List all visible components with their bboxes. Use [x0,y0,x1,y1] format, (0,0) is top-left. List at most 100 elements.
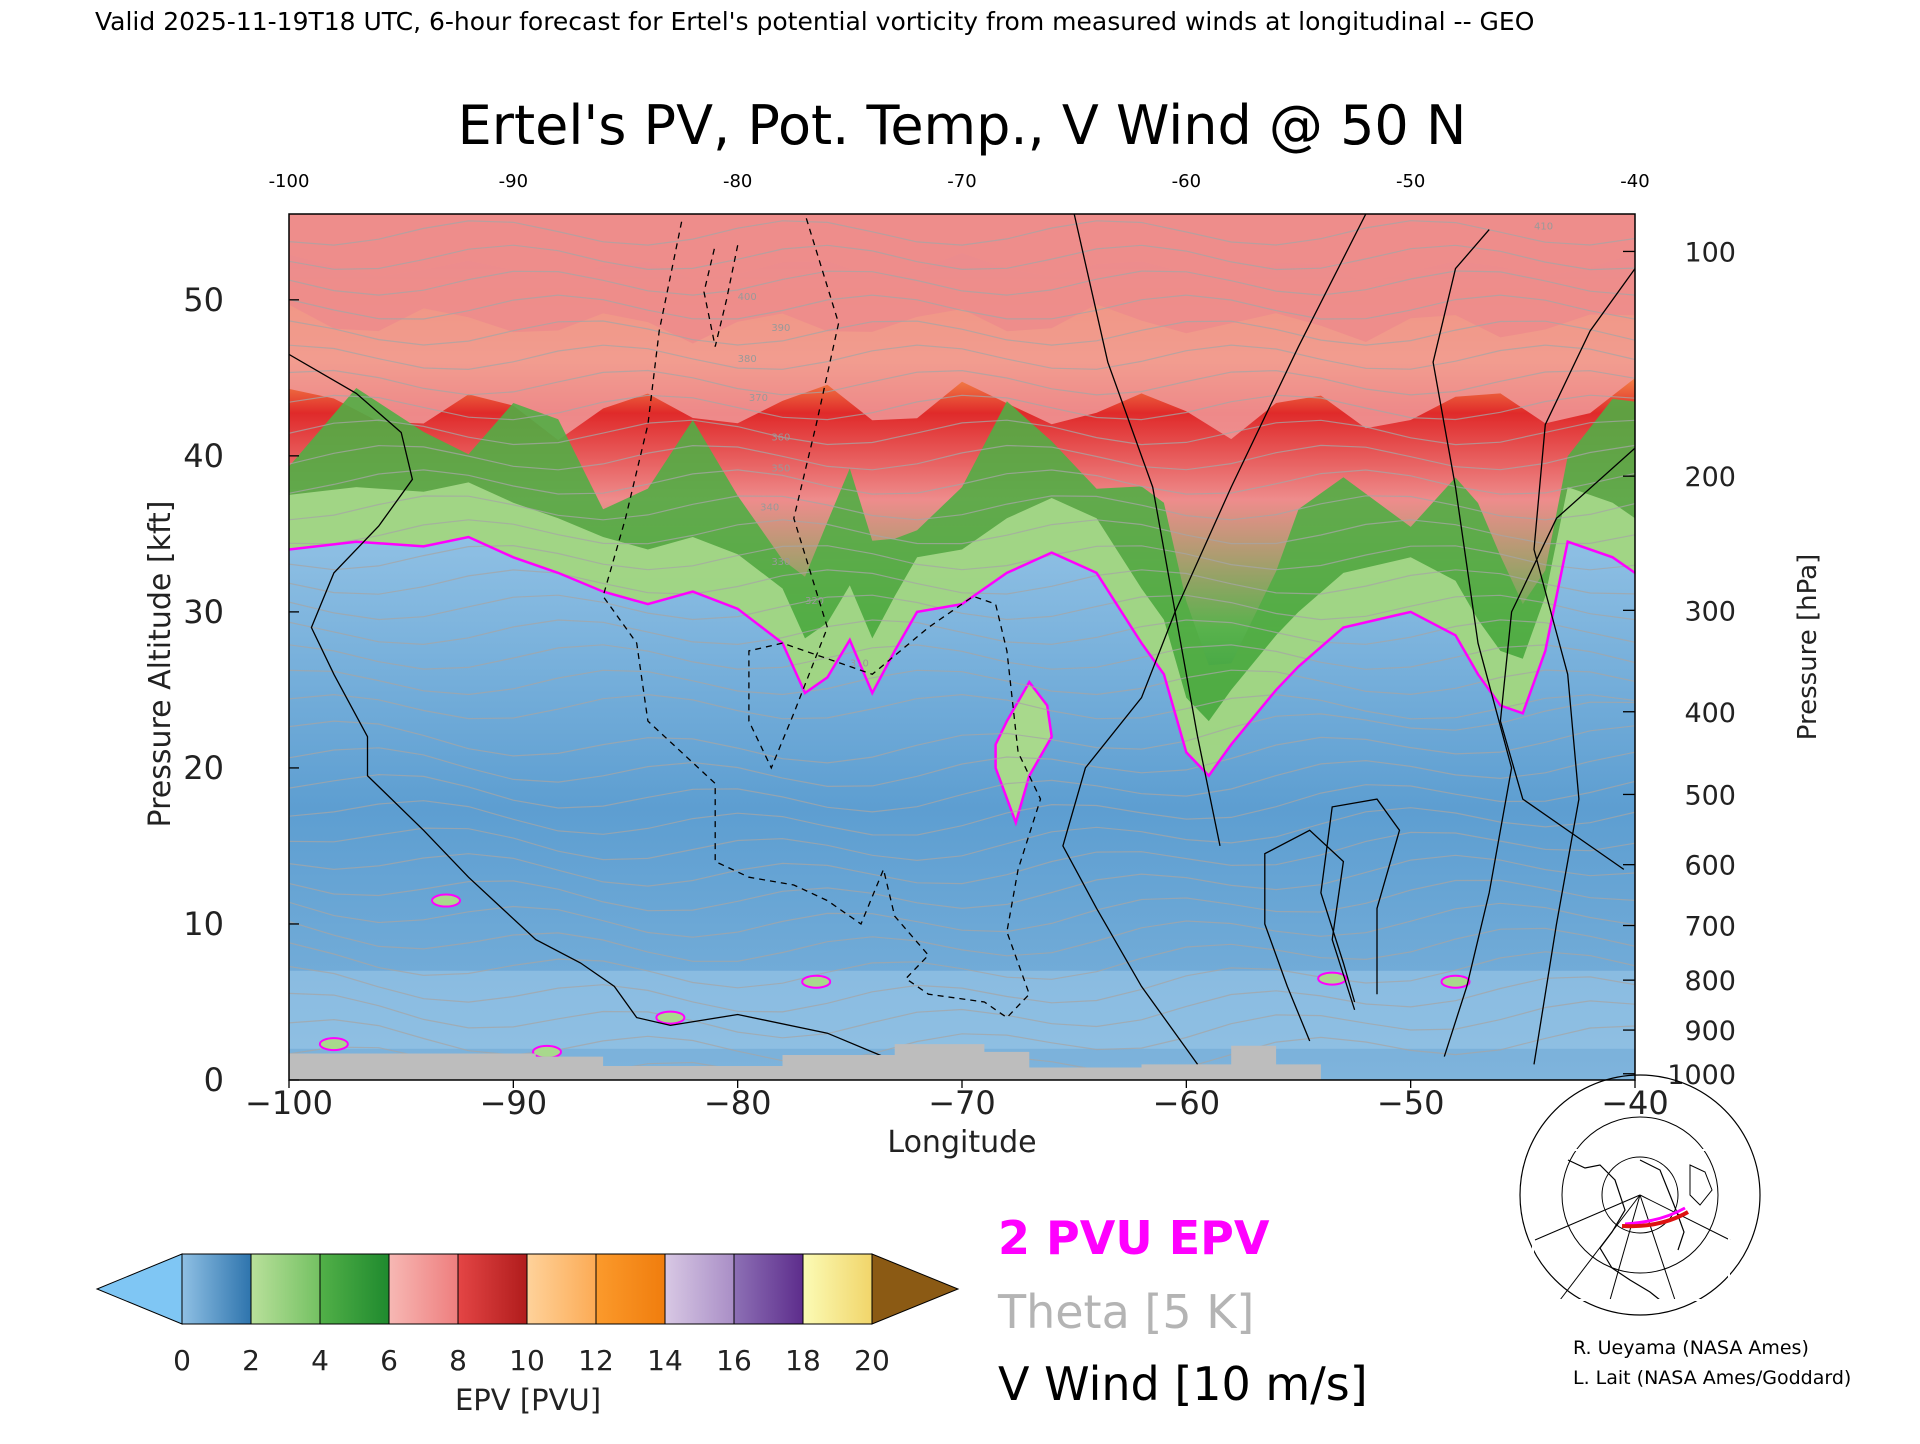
colorbar-segment [595,1253,666,1325]
x-axis-label: Longitude [887,1125,1036,1160]
theta-contour [289,294,1635,320]
vwind-contour [1264,829,1356,1042]
map-latitude-circle [1519,1074,1761,1316]
theta-contour [289,444,1635,471]
vwind-contour [1320,798,1401,1003]
x-axis-top: -100 -90 -80 -70 -60 -50 -40 [269,171,1650,192]
theta-contour [289,854,1635,912]
colorbar-tick-label: 4 [311,1344,329,1377]
map-cross-section-band [1621,1210,1689,1229]
x-tick-label-top: -70 [947,171,976,192]
colorbar-tick-label: 10 [509,1344,545,1377]
theta-contour [289,807,1635,862]
colorbar-tick-label: 6 [380,1344,398,1377]
theta-contour [289,220,1635,246]
x-tick-label: −100 [245,1084,333,1122]
x-tick-label-top: -80 [723,171,752,192]
x-tick-label-top: -100 [269,171,310,192]
y-tick-label: 20 [183,749,224,787]
y2-tick-label: 300 [1684,596,1736,627]
theta-contour [289,780,1635,836]
credit-line-2: L. Lait (NASA Ames/Goddard) [1573,1367,1851,1389]
theta-contour [289,394,1635,421]
pv-small-anomaly [431,893,462,908]
theta-contour [289,927,1635,989]
x-tick-label-top: -50 [1396,171,1425,192]
theta-contour [289,879,1635,938]
x-tick-label: −70 [928,1084,996,1122]
theta-contour [289,701,1635,764]
pv-small-anomaly [1440,974,1471,989]
theta-label: 330 [771,557,790,568]
theta-label: 360 [771,432,790,443]
theta-contour [289,244,1635,271]
y2-tick-label: 500 [1684,780,1736,811]
theta-contour [289,544,1635,571]
x-tick-label-top: -40 [1620,171,1649,192]
x-tick-label: −40 [1601,1084,1669,1122]
x-tick-label: −50 [1377,1084,1445,1122]
vwind-contour [1062,214,1199,1065]
theta-label: 400 [738,292,757,303]
colorbar-segment [664,1253,735,1325]
x-tick-label: −80 [704,1084,772,1122]
x-tick-label-top: -60 [1172,171,1201,192]
map-coastline [1639,1159,1685,1251]
theta-contour [289,320,1635,346]
theta-contour [289,270,1635,296]
inset-map [1519,1074,1761,1316]
pv-small-anomaly [531,1044,562,1059]
pv-small-anomaly [655,1010,686,1025]
colorbar-segment [319,1253,390,1325]
vwind-contour-negative [602,214,1042,1019]
vwind-contour [289,353,884,1058]
colorbar-over-arrow [871,1253,960,1325]
y-tick-label: 10 [183,905,224,943]
theta-label: 370 [749,393,768,404]
theta-contour [289,951,1635,1013]
vwind-contour [1174,214,1367,847]
colorbar-tick-label: 2 [242,1344,260,1377]
colorbar-segment [802,1253,873,1325]
map-coastline [1567,1159,1661,1301]
y2-tick-label: 200 [1684,462,1736,493]
colorbar-tick-label: 12 [578,1344,614,1377]
colorbar-segment [388,1253,459,1325]
theta-contour [289,469,1635,495]
vwind-contour [1533,268,1635,1065]
theta-contour [289,644,1635,670]
theta-contour [289,569,1635,595]
map-latitude-circle [1561,1116,1719,1274]
pv-small-anomaly [801,974,832,989]
colorbar-segment [526,1253,597,1325]
legend-vwind: V Wind [10 m/s] [998,1357,1368,1411]
colorbar-tick-label: 18 [785,1344,821,1377]
map-meridian [1609,1194,1641,1301]
vwind-contour-negative [703,245,739,347]
colorbar-tick-label: 16 [716,1344,752,1377]
x-tick-label: −90 [480,1084,548,1122]
theta-contour [289,725,1635,788]
theta-contour [289,369,1635,396]
colorbar-tick-label: 0 [173,1344,191,1377]
y2-tick-label: 1000 [1667,1060,1736,1091]
colorbar: 0 2 4 6 8 10 12 14 16 18 20 [95,1253,960,1377]
theta-label: 380 [738,354,757,365]
map-coastline [1689,1164,1713,1206]
pv-2pvu-contour [289,535,1635,778]
theta-contour [289,976,1635,1039]
y2-axis-label: Pressure [hPa] [1793,554,1823,741]
y-tick-label: 30 [183,593,224,631]
y-tick-label: 40 [183,437,224,475]
map-latitude-circle [1601,1156,1679,1234]
y2-tick-label: 900 [1684,1016,1736,1047]
y2-tick-label: 800 [1684,966,1736,997]
theta-contour [289,669,1635,696]
colorbar-segment [457,1253,528,1325]
map-meridian [1639,1194,1676,1301]
y-axis-label: Pressure Altitude [kft] [143,501,178,828]
x-axis-bottom: −100 −90 −80 −70 −60 −50 −40 [245,1080,1669,1122]
legend-theta: Theta [5 K] [997,1285,1254,1339]
